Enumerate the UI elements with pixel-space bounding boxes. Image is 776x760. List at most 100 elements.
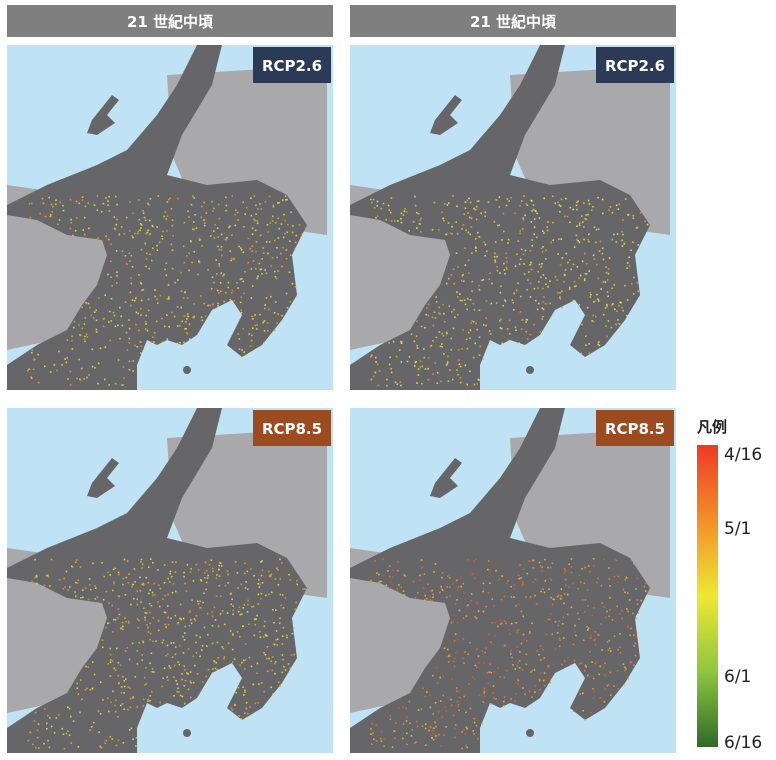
warming-dot xyxy=(370,728,372,730)
warming-dot xyxy=(49,213,52,216)
warming-dot xyxy=(181,320,183,323)
warming-dot xyxy=(632,214,635,217)
warming-dot xyxy=(429,345,432,348)
warming-dot xyxy=(161,341,164,343)
warming-dot xyxy=(190,682,192,684)
warming-dot xyxy=(281,314,283,317)
warming-dot xyxy=(602,558,605,560)
warming-dot xyxy=(248,333,250,335)
warming-dot xyxy=(597,343,599,346)
warming-dot xyxy=(96,331,98,333)
warming-dot xyxy=(536,603,538,605)
warming-dot xyxy=(494,241,497,243)
warming-dot xyxy=(525,330,528,333)
warming-dot xyxy=(457,266,459,268)
warming-dot xyxy=(432,674,434,677)
warming-dot xyxy=(515,329,517,331)
warming-dot xyxy=(120,686,123,688)
warming-dot xyxy=(179,694,182,697)
warming-dot xyxy=(620,301,622,304)
warming-dot xyxy=(176,342,179,345)
warming-dot xyxy=(257,702,259,704)
warming-dot xyxy=(497,224,499,227)
warming-dot xyxy=(574,631,576,633)
warming-dot xyxy=(127,686,129,688)
warming-dot xyxy=(598,673,600,676)
warming-dot xyxy=(442,217,444,220)
warming-dot xyxy=(151,691,153,693)
warming-dot xyxy=(505,252,507,255)
warming-dot xyxy=(140,299,143,302)
warming-dot xyxy=(563,660,566,662)
warming-dot xyxy=(453,283,455,285)
warming-dot xyxy=(536,649,538,652)
warming-dot xyxy=(452,195,454,197)
warming-dot xyxy=(507,580,509,582)
warming-dot xyxy=(410,735,413,737)
warming-dot xyxy=(170,575,173,578)
warming-dot xyxy=(220,565,223,567)
warming-dot xyxy=(162,677,164,679)
warming-dot xyxy=(563,568,566,570)
warming-dot xyxy=(257,593,260,596)
warming-dot xyxy=(190,696,192,699)
warming-dot xyxy=(55,203,57,206)
warming-dot xyxy=(442,303,444,306)
warming-dot xyxy=(183,575,185,578)
legend-label: 4/16 xyxy=(724,445,762,465)
warming-dot xyxy=(124,255,127,257)
warming-dot xyxy=(62,209,65,212)
warming-dot xyxy=(201,319,203,322)
warming-dot xyxy=(118,682,120,684)
warming-dot xyxy=(458,690,460,693)
warming-dot xyxy=(551,562,554,564)
warming-dot xyxy=(183,639,186,641)
warming-dot xyxy=(137,230,140,233)
warming-dot xyxy=(490,671,493,674)
warming-dot xyxy=(148,233,151,236)
warming-dot xyxy=(84,205,87,208)
warming-dot xyxy=(192,580,195,582)
warming-dot xyxy=(276,256,278,259)
warming-dot xyxy=(243,659,245,662)
warming-dot xyxy=(601,198,604,201)
warming-dot xyxy=(216,227,219,229)
warming-dot xyxy=(140,224,143,226)
warming-dot xyxy=(125,576,128,579)
warming-dot xyxy=(417,212,420,215)
warming-dot xyxy=(283,665,285,668)
warming-dot xyxy=(159,605,161,608)
warming-dot xyxy=(469,299,472,301)
warming-dot xyxy=(506,328,509,330)
warming-dot xyxy=(176,683,179,685)
warming-dot xyxy=(200,216,202,219)
warming-dot xyxy=(570,571,573,574)
warming-dot xyxy=(532,567,535,569)
warming-dot xyxy=(373,207,376,209)
warming-dot xyxy=(252,605,255,608)
warming-dot xyxy=(169,570,172,573)
warming-dot xyxy=(549,302,551,305)
warming-dot xyxy=(520,642,523,645)
warming-dot xyxy=(606,305,608,307)
warming-dot xyxy=(144,243,147,245)
warming-dot xyxy=(439,700,442,702)
warming-dot xyxy=(522,217,524,219)
legend-label: 5/1 xyxy=(724,519,751,539)
warming-dot xyxy=(512,301,514,304)
warming-dot xyxy=(277,270,279,272)
warming-dot xyxy=(63,577,66,580)
warming-dot xyxy=(504,644,506,647)
warming-dot xyxy=(149,700,151,702)
warming-dot xyxy=(223,273,225,276)
warming-dot xyxy=(167,653,169,655)
warming-dot xyxy=(256,220,259,222)
warming-dot xyxy=(157,195,159,197)
warming-dot xyxy=(212,210,214,212)
warming-dot xyxy=(520,248,523,251)
map-panel: RCP2.6 xyxy=(7,45,333,390)
warming-dot xyxy=(150,259,153,262)
warming-dot xyxy=(187,688,190,691)
warming-dot xyxy=(144,619,147,621)
warming-dot xyxy=(419,366,422,368)
